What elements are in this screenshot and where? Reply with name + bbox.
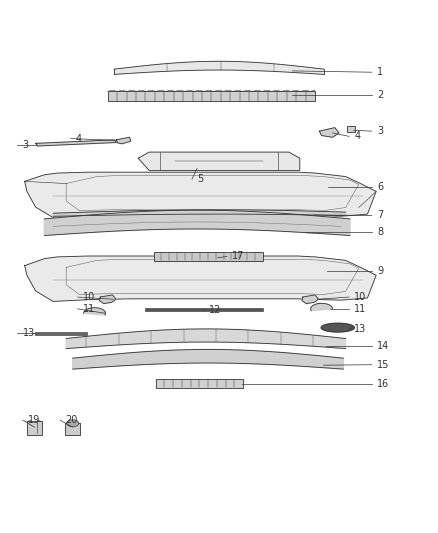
Text: 3: 3 [377,126,383,136]
Polygon shape [138,152,300,171]
Polygon shape [117,138,131,144]
Bar [145,308,263,311]
Polygon shape [25,256,376,302]
Text: 8: 8 [377,227,383,237]
Bar [153,252,263,261]
Bar [65,423,80,434]
Polygon shape [319,128,339,138]
Polygon shape [321,323,354,332]
Polygon shape [25,172,376,217]
Text: 11: 11 [354,304,367,314]
Text: 2: 2 [377,90,383,100]
Text: 1: 1 [377,67,383,77]
Polygon shape [99,295,116,304]
Text: 3: 3 [22,140,28,150]
Ellipse shape [67,420,79,427]
Bar [155,379,243,388]
Text: 5: 5 [197,174,203,184]
Polygon shape [73,350,343,369]
Polygon shape [311,303,332,311]
Bar [347,126,355,132]
Polygon shape [66,329,346,349]
Polygon shape [302,295,318,304]
Text: 4: 4 [76,134,82,143]
Text: 15: 15 [377,360,389,370]
Text: 17: 17 [232,252,244,262]
Bar [35,332,87,335]
Text: 16: 16 [377,378,389,389]
Bar [27,422,42,434]
Text: 19: 19 [28,415,40,425]
Text: 10: 10 [83,292,95,302]
Polygon shape [35,140,117,146]
Polygon shape [44,210,350,236]
Text: 20: 20 [65,415,78,425]
Text: 12: 12 [209,305,222,315]
Text: 10: 10 [354,292,367,302]
Text: 14: 14 [377,341,389,351]
Polygon shape [53,210,346,216]
Bar [108,92,315,101]
Polygon shape [114,61,324,75]
Text: 7: 7 [377,211,383,221]
Polygon shape [84,308,106,315]
Text: 6: 6 [377,182,383,191]
Text: 9: 9 [377,266,383,276]
Text: 13: 13 [354,324,367,334]
Text: 13: 13 [22,328,35,338]
Text: 11: 11 [83,304,95,314]
Text: 4: 4 [354,132,360,141]
